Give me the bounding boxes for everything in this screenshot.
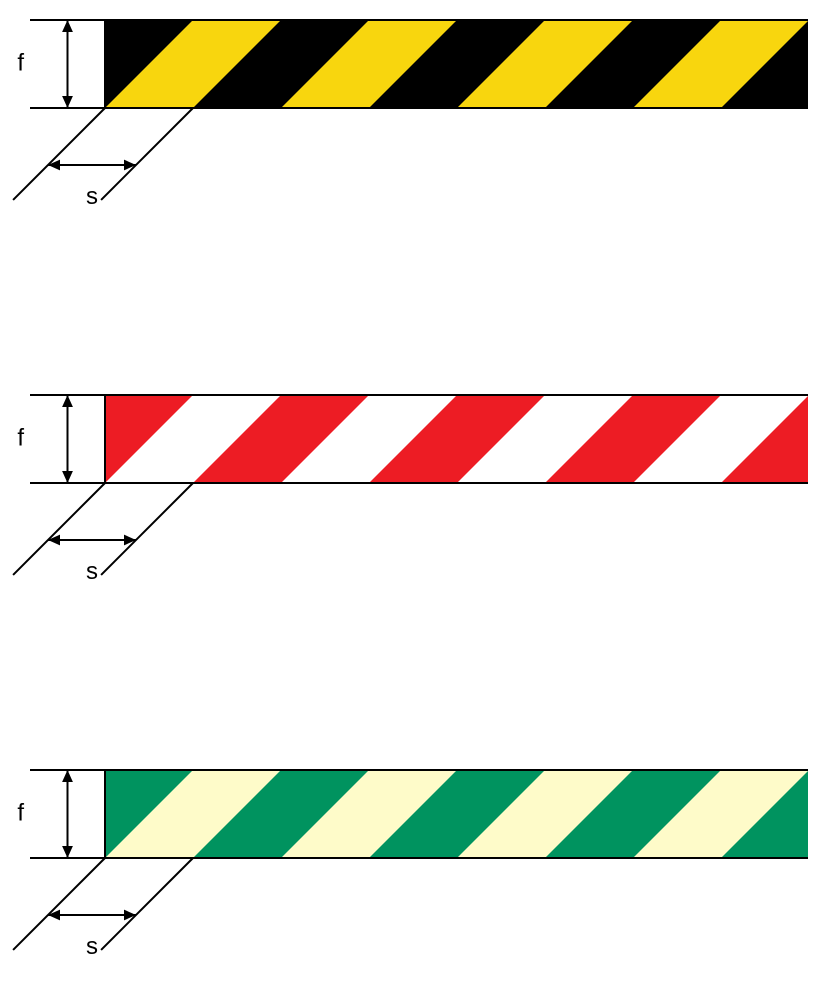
panel-yellow-black: fs (13, 20, 824, 210)
f-label: f (17, 799, 24, 826)
panel-red-white: fs (13, 395, 824, 585)
s-leader-b (101, 858, 193, 950)
stripe-bar-green-cream (17, 770, 824, 858)
stripe-bar-yellow-black (17, 20, 824, 108)
s-label: s (86, 933, 98, 960)
f-label: f (17, 49, 24, 76)
panel-green-cream: fs (13, 770, 824, 960)
s-label: s (86, 558, 98, 585)
s-leader-b (101, 108, 193, 200)
f-label: f (17, 424, 24, 451)
s-label: s (86, 183, 98, 210)
s-leader-b (101, 483, 193, 575)
stripe-bar-red-white (17, 395, 824, 483)
